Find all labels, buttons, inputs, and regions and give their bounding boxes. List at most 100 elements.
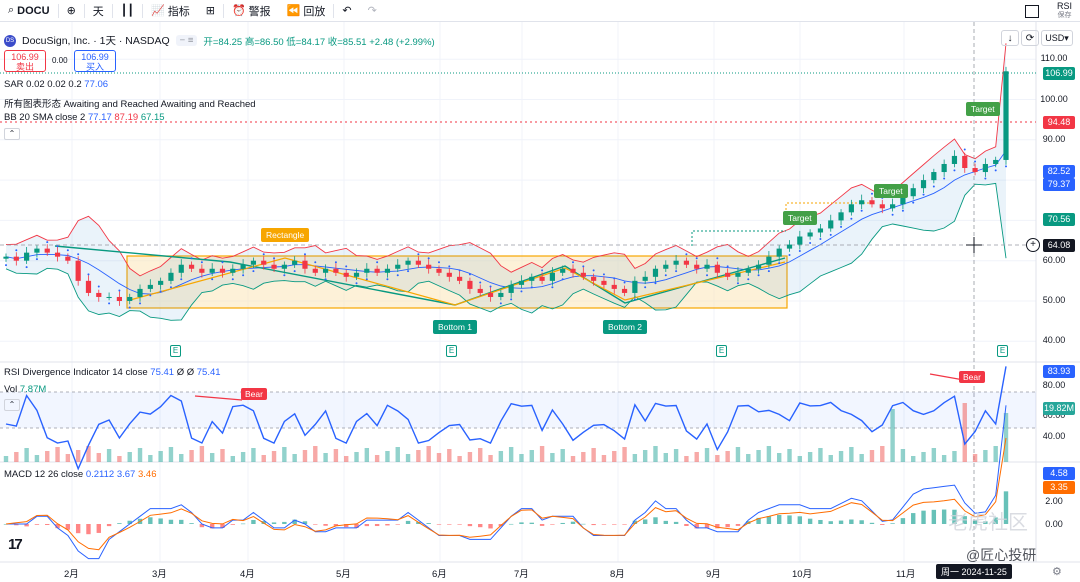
candle (230, 268, 236, 273)
undo-button[interactable]: ↶ (334, 0, 359, 22)
candle (395, 264, 401, 269)
earnings-icon[interactable]: E (716, 345, 727, 357)
collapse-legend-button[interactable]: ⌃ (4, 128, 20, 140)
candle (250, 260, 257, 265)
fullscreen-button[interactable] (1024, 4, 1039, 18)
candle (776, 248, 782, 257)
buy-price: 106.99 (81, 52, 109, 62)
earnings-icon[interactable]: E (446, 345, 457, 357)
candle (910, 188, 916, 197)
macd-value-1: 0.2112 (85, 469, 115, 480)
candle (44, 248, 50, 253)
candle (704, 264, 710, 269)
interval-button[interactable]: 天 (85, 0, 112, 22)
earnings-icon[interactable]: E (997, 345, 1008, 357)
ohlc-values: 开=84.25 高=86.50 低=84.17 收=85.51 +2.48 (+… (203, 36, 435, 48)
macd-legend[interactable]: MACD 12 26 close 0.2112 3.67 3.46 (4, 469, 156, 480)
alert-button[interactable]: ⏰ 警报 (224, 0, 279, 22)
candle (611, 284, 617, 289)
rsi-tag: 83.93 (1043, 365, 1075, 378)
top-toolbar: ⌕ DOCU ⊕ 天 ┃┃ 📈 指标 ⊞ ⏰ 警报 ⏪ 回放 ↶ ↷ RSI 保… (0, 0, 1080, 22)
target-label-1: Target (783, 211, 817, 225)
add-symbol-button[interactable]: ⊕ (59, 0, 84, 22)
candle (178, 264, 184, 273)
candle (972, 168, 978, 173)
layout-button[interactable]: ⊞ (198, 0, 223, 22)
settings-icon[interactable]: ⚙ (1052, 566, 1062, 578)
refresh-icon: ⟳ (1025, 32, 1035, 44)
bb-label: BB 20 SMA close 2 (4, 112, 86, 123)
month-label: 7月 (514, 569, 529, 580)
candle (591, 276, 597, 281)
grid-icon: ⊞ (205, 5, 215, 17)
macd-tag: 4.58 (1043, 467, 1075, 480)
bb-lower-value: 67.15 (140, 112, 165, 123)
chart-type-button[interactable]: ┃┃ (113, 0, 142, 22)
bb-legend[interactable]: BB 20 SMA close 2 77.17 87.19 67.15 (4, 112, 165, 123)
add-alert-icon[interactable]: + (1026, 238, 1040, 252)
candle (446, 272, 452, 277)
candle (869, 200, 875, 205)
symbol-search[interactable]: ⌕ DOCU (0, 0, 58, 22)
candle (426, 264, 432, 269)
rsi-save-button[interactable]: RSI 保存 (1057, 2, 1072, 20)
candle (889, 204, 896, 209)
candle (353, 272, 360, 277)
candle (127, 296, 133, 301)
candle (879, 204, 885, 209)
collapse-pane-button[interactable]: ⌃ (4, 399, 20, 411)
candle (436, 268, 442, 273)
candle (951, 155, 958, 164)
date-label: 周一 2024-11-25 (936, 564, 1012, 579)
sell-button[interactable]: 106.99 卖出 (4, 50, 46, 72)
symbol-name[interactable]: DocuSign, Inc. · 1天 · NASDAQ (22, 35, 170, 47)
bb-lower-tag: 70.56 (1043, 213, 1075, 226)
candle (106, 296, 112, 298)
sync-button[interactable]: ⟳ (1021, 30, 1039, 46)
candle (271, 264, 277, 269)
buy-button[interactable]: 106.99 买入 (74, 50, 116, 72)
download-button[interactable]: ↓ (1001, 30, 1019, 46)
rsi-value-2: 75.41 (196, 367, 221, 378)
candle (848, 204, 854, 213)
candle (24, 252, 30, 261)
vol-legend[interactable]: Vol 7.87M (4, 384, 46, 395)
vol-tag: 19.82M (1043, 402, 1075, 415)
candle (199, 268, 205, 273)
sar-legend[interactable]: SAR 0.02 0.02 0.2 77.06 (4, 79, 108, 90)
candle (147, 284, 153, 289)
candle (508, 284, 514, 293)
candle (364, 268, 370, 273)
candles-icon: ┃┃ (120, 5, 135, 17)
replay-button[interactable]: ⏪ 回放 (279, 0, 334, 22)
candle (745, 268, 751, 273)
candle (240, 264, 246, 269)
candle (601, 280, 607, 285)
rsi-value: 75.41 (150, 367, 175, 378)
redo-button[interactable]: ↷ (360, 0, 385, 22)
currency-select[interactable]: USD ▾ (1041, 30, 1073, 46)
candle (694, 264, 700, 269)
candle (621, 288, 628, 293)
candle (333, 268, 339, 273)
candle (797, 236, 803, 245)
candle (168, 272, 174, 281)
candle (322, 268, 329, 273)
earnings-icon[interactable]: E (170, 345, 181, 357)
candle (755, 264, 762, 269)
candle (302, 260, 308, 269)
rsi-legend[interactable]: RSI Divergence Indicator 14 close 75.41 … (4, 367, 221, 378)
rewind-icon: ⏪ (286, 5, 301, 17)
price-axis-label: 90.00 (1042, 133, 1066, 144)
candle (683, 260, 690, 265)
arrow-down-icon: ↓ (1007, 32, 1013, 44)
patterns-legend[interactable]: 所有图表形态 Awaiting and Reached Awaiting and… (4, 96, 256, 110)
candle (13, 256, 19, 261)
sell-price: 106.99 (11, 52, 39, 62)
tradingview-logo: 17 (8, 536, 23, 553)
indicators-button[interactable]: 📈 指标 (143, 0, 198, 22)
price-axis-label: 40.00 (1042, 335, 1066, 346)
rsi-legend-label: RSI Divergence Indicator 14 close (4, 367, 148, 378)
month-label: 5月 (336, 569, 351, 580)
